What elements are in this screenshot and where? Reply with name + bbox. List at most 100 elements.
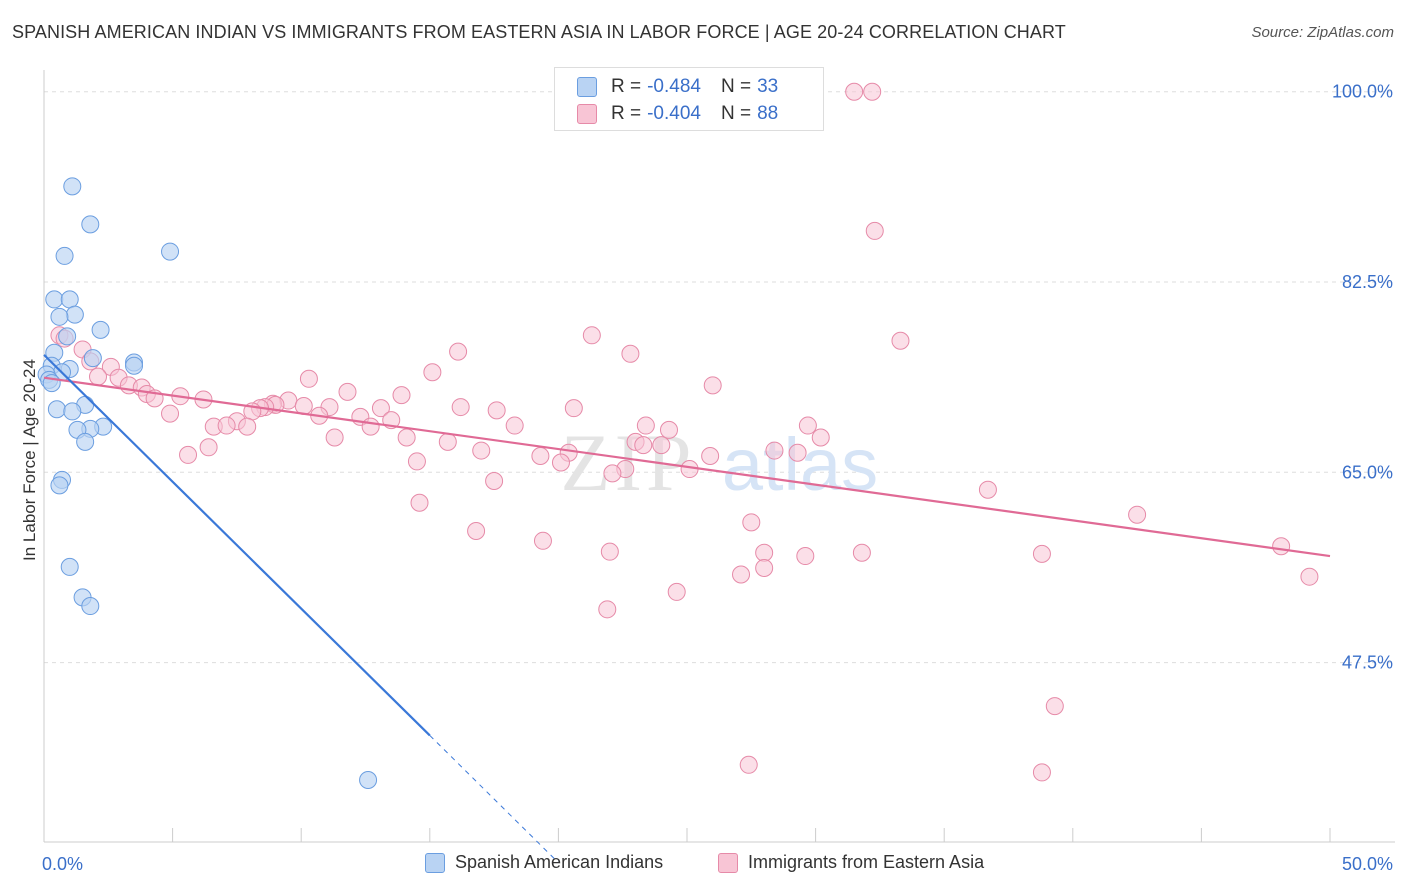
data-point-pink [533,531,552,550]
data-point-pink [863,82,882,101]
bottom-legend-label-pink: Immigrants from Eastern Asia [748,852,985,872]
data-point-pink [371,399,390,418]
source-label: Source: ZipAtlas.com [1251,24,1394,41]
data-point-pink [701,447,720,465]
data-point-pink [765,441,784,460]
axes [43,70,1395,843]
stats-legend: R = -0.484 N = 33 R = -0.404 N = 88 [554,67,824,131]
data-point-pink [472,441,491,460]
data-point-pink [978,480,997,499]
data-point-pink [732,565,751,584]
data-point-blue [125,356,144,375]
legend-r-label: R = [611,103,642,124]
legend-n-value: 33 [757,76,779,97]
data-point-pink [451,398,470,417]
data-point-pink [598,600,617,619]
data-point-pink [852,543,871,562]
data-point-pink [582,326,601,345]
x-tick-label: 0.0% [42,854,83,874]
data-point-pink [161,404,180,423]
bottom-legend-pink: Immigrants from Eastern Asia [718,852,984,873]
legend-n-label: N = [720,103,752,124]
data-point-pink [1032,544,1051,563]
data-point-pink [438,432,457,451]
legend-n-label: N = [720,76,752,97]
data-point-pink [634,436,653,455]
chart-title: SPANISH AMERICAN INDIAN VS IMMIGRANTS FR… [12,22,1066,42]
watermark: ZIP atlas [561,417,879,508]
data-point-pink [179,445,198,464]
y-axis-title: In Labor Force | Age 20-24 [20,359,39,561]
data-point-blue [76,432,95,451]
data-point-pink [811,428,830,447]
data-point-pink [796,547,815,566]
data-point-pink [1045,697,1064,716]
data-point-pink [392,386,411,405]
data-point-pink [423,363,442,382]
data-point-pink [739,755,758,774]
data-point-pink [299,369,318,388]
data-point-pink [600,542,619,561]
data-point-pink [636,416,655,435]
data-point-pink [449,342,468,361]
data-point-pink [407,452,426,471]
watermark-atlas: atlas [722,423,878,506]
data-point-pink [551,453,570,472]
bottom-legend-swatch-blue [425,852,445,873]
legend-r-value: -0.404 [647,103,701,124]
data-point-blue [161,242,180,261]
data-point-blue [359,771,378,790]
data-point-pink [1032,763,1051,782]
gridlines [44,91,1395,664]
data-point-pink [788,443,807,462]
data-point-blue [55,246,74,265]
data-point-pink [798,416,817,435]
bottom-legend-swatch-pink [718,852,738,873]
bottom-legend-label-blue: Spanish American Indians [455,852,664,872]
data-point-pink [1272,537,1291,556]
data-point-pink [1300,567,1319,586]
data-point-blue [45,290,64,309]
data-point-pink [1128,505,1147,524]
trend-line-pink [43,376,1331,558]
data-point-blue [91,320,110,339]
legend-swatch-pink [577,104,597,124]
data-point-pink [703,376,722,395]
data-point-blue [60,557,79,576]
data-point-pink [89,367,108,386]
data-point-pink [742,513,761,532]
bottom-legend-blue: Spanish American Indians [425,852,663,873]
data-point-blue [81,597,100,616]
trend-lines [43,354,1331,864]
data-point-pink [397,428,416,447]
data-point-pink [338,382,357,401]
data-point-blue [58,327,77,346]
data-point-pink [238,417,257,436]
data-point-pink [755,558,774,577]
y-tick-label: 82.5% [1342,272,1393,292]
data-point-blue [81,215,100,234]
legend-row-pink: R = -0.404 N = 88 [577,102,778,126]
data-point-blue [47,400,66,419]
data-point-blue [63,177,82,196]
data-point-pink [603,464,622,483]
data-point-blue [65,305,84,324]
legend-n-value: 88 [757,103,779,124]
legend-r-value: -0.484 [647,76,701,97]
data-point-blue [50,307,69,326]
data-point-pink [755,543,774,562]
data-point-pink [531,447,550,465]
legend-r-label: R = [611,76,642,97]
legend-row-blue: R = -0.484 N = 33 [577,75,778,99]
data-point-pink [891,331,910,350]
data-point-pink [865,221,884,240]
data-point-pink [485,472,504,491]
tick-labels: 47.5% 65.0% 82.5% 100.0% 0.0% 50.0% [42,82,1393,874]
data-point-pink [667,582,686,601]
y-tick-label: 47.5% [1342,653,1393,673]
y-tick-label: 100.0% [1332,82,1393,102]
data-point-blue [63,402,82,421]
legend-swatch-blue [577,77,597,97]
data-point-pink [199,438,218,457]
